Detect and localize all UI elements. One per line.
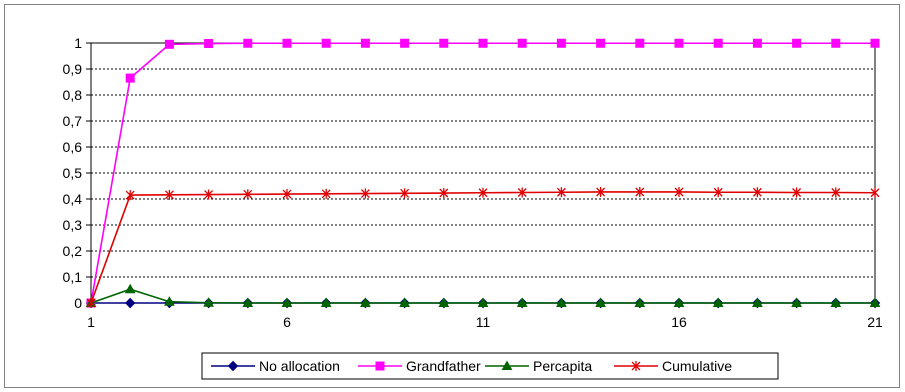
data-point-percapita	[791, 297, 802, 307]
data-point-percapita	[516, 297, 528, 307]
legend-label-percapita: Percapita	[533, 358, 592, 374]
data-point-percapita	[124, 283, 136, 294]
data-point-cumulative	[674, 186, 684, 197]
line-chart: 00,10,20,30,40,50,60,70,80,911 6 11 16 21 No…	[63, 35, 883, 380]
data-point-percapita	[869, 297, 881, 307]
legend-marker-cumulative	[631, 361, 641, 371]
data-point-grandfather	[713, 38, 723, 48]
data-point-grandfather	[478, 38, 488, 48]
y-tick-label: 0,9	[63, 61, 83, 77]
y-tick-label: 0,1	[63, 269, 83, 285]
data-point-cumulative	[400, 188, 410, 199]
x-tick-label: 21	[867, 314, 883, 330]
data-point-percapita	[830, 297, 842, 307]
data-point-grandfather	[243, 38, 253, 48]
data-point-grandfather	[321, 38, 331, 48]
data-point-cumulative	[282, 189, 292, 200]
data-point-cumulative	[556, 187, 566, 198]
data-point-cumulative	[478, 187, 488, 198]
data-point-percapita	[320, 297, 332, 307]
chart-frame: 0 0,1 0,2 0,3 0,4 0,5 0,6 0,7 0,8 0,9 1 1 6 11 16 21 No…	[4, 4, 900, 388]
data-point-cumulative	[86, 298, 96, 308]
data-point-grandfather	[752, 38, 762, 48]
y-tick-label: 0,8	[63, 87, 83, 103]
data-point-grandfather	[870, 38, 880, 48]
data-point-cumulative	[752, 187, 762, 198]
x-tick-label: 6	[283, 314, 291, 330]
data-point-cumulative	[596, 186, 606, 197]
data-point-percapita	[712, 297, 724, 307]
x-tick-label: 16	[671, 314, 687, 330]
data-point-percapita	[438, 297, 450, 307]
data-point-grandfather	[164, 39, 174, 49]
data-point-grandfather	[439, 38, 449, 48]
data-point-percapita	[752, 297, 763, 307]
data-point-percapita	[634, 297, 646, 307]
data-point-grandfather	[125, 73, 135, 83]
y-tick-label: 0,6	[63, 139, 83, 155]
data-point-grandfather	[831, 38, 841, 48]
data-point-cumulative	[517, 187, 527, 198]
legend-marker-grandfather	[375, 361, 385, 371]
data-point-percapita	[242, 297, 254, 307]
data-point-percapita	[164, 296, 175, 306]
data-point-cumulative	[164, 189, 174, 200]
y-tick-label: 0,2	[63, 243, 83, 259]
legend-marker-no-allocation	[227, 360, 239, 372]
data-point-grandfather	[517, 38, 527, 48]
y-tick-label: 0,5	[63, 165, 83, 181]
data-point-cumulative	[360, 188, 370, 199]
data-point-grandfather	[596, 38, 606, 48]
data-point-no-allocation	[124, 297, 136, 309]
data-point-cumulative	[870, 187, 880, 198]
data-point-grandfather	[400, 38, 410, 48]
data-point-grandfather	[360, 38, 370, 48]
y-tick-label: 0	[74, 295, 82, 311]
data-point-grandfather	[282, 38, 292, 48]
y-tick-label: 0,4	[63, 191, 83, 207]
legend-label-cumulative: Cumulative	[662, 358, 732, 374]
legend-label-grandfather: Grandfather	[406, 358, 481, 374]
y-tick-label: 0,3	[63, 217, 83, 233]
data-point-cumulative	[439, 188, 449, 199]
data-point-percapita	[360, 297, 371, 307]
data-point-grandfather	[204, 39, 214, 49]
data-point-percapita	[477, 297, 489, 307]
data-point-percapita	[556, 297, 567, 307]
data-point-cumulative	[713, 187, 723, 198]
data-point-grandfather	[792, 38, 802, 48]
data-point-cumulative	[204, 189, 214, 200]
x-tick-label: 1	[87, 314, 95, 330]
y-tick-label: 1	[74, 35, 82, 51]
data-point-percapita	[281, 297, 293, 307]
data-point-grandfather	[674, 38, 684, 48]
legend-label-no-allocation: No allocation	[259, 358, 340, 374]
data-point-cumulative	[635, 186, 645, 197]
legend-marker-percapita	[501, 360, 513, 370]
data-point-percapita	[595, 297, 606, 307]
data-point-cumulative	[792, 187, 802, 198]
y-tick-label: 0,7	[63, 113, 83, 129]
data-point-percapita	[673, 297, 685, 307]
data-point-percapita	[203, 297, 214, 307]
data-point-cumulative	[125, 190, 135, 201]
data-point-cumulative	[321, 188, 331, 199]
data-point-percapita	[399, 297, 410, 307]
data-point-grandfather	[556, 38, 566, 48]
x-tick-label: 11	[476, 314, 491, 330]
data-point-grandfather	[635, 38, 645, 48]
data-point-cumulative	[243, 189, 253, 200]
data-point-cumulative	[831, 187, 841, 198]
